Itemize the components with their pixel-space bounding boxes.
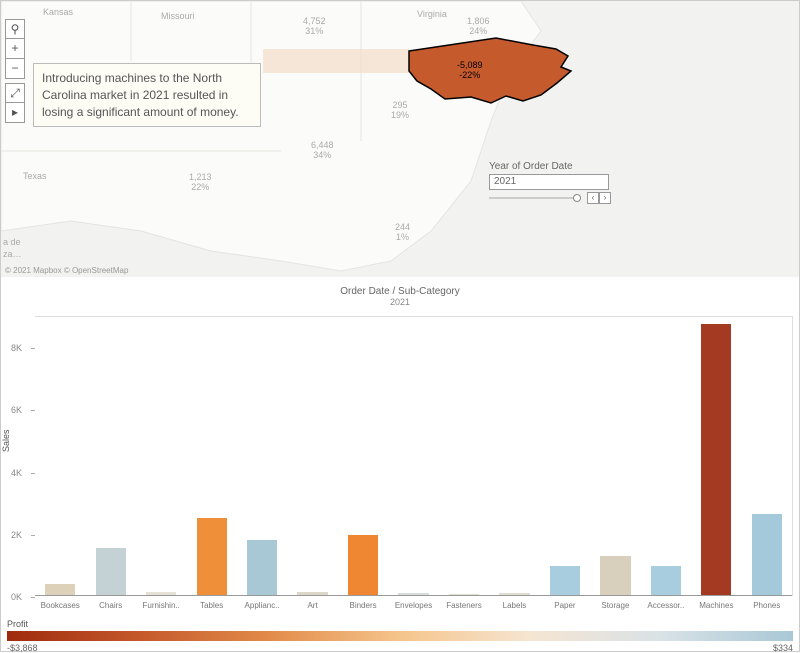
state-value-label: 4,75231% (303, 17, 326, 37)
state-label: Missouri (161, 11, 195, 21)
bar-chart-panel: Order Date / Sub-Category 2021 Sales 0K2… (1, 282, 799, 614)
map-attribution: © 2021 Mapbox © OpenStreetMap (5, 266, 128, 275)
year-slider-handle[interactable] (573, 194, 581, 202)
bar-slot: Phones (742, 317, 792, 596)
chart-title: Order Date / Sub-Category (1, 286, 799, 297)
bar-slot: Envelopes (388, 317, 438, 596)
map-zoom-out-button[interactable]: − (5, 59, 25, 79)
bar-label: Chairs (85, 601, 135, 610)
nc-value-label: -5,089 -22% (457, 61, 483, 81)
bar-label: Bookcases (35, 601, 85, 610)
bar-slot: Furnishin.. (136, 317, 186, 596)
year-next-button[interactable]: › (599, 192, 611, 204)
bar-slot: Machines (691, 317, 741, 596)
y-axis-label: Sales (1, 429, 11, 452)
legend-title: Profit (7, 619, 793, 629)
bar-label: Accessor.. (641, 601, 691, 610)
y-tick-label: 4K (11, 468, 22, 478)
year-filter-value[interactable]: 2021 (489, 174, 609, 190)
bar-label: Labels (489, 601, 539, 610)
map-pan-button[interactable]: ⤢ (5, 83, 25, 103)
bar[interactable] (197, 518, 227, 596)
year-filter-label: Year of Order Date (489, 161, 609, 172)
bar-label: Binders (338, 601, 388, 610)
chart-plot-area: 0K2K4K6K8K BookcasesChairsFurnishin..Tab… (35, 316, 793, 596)
map-expand-button[interactable]: ▸ (5, 103, 25, 123)
bar[interactable] (348, 535, 378, 596)
bars-container: BookcasesChairsFurnishin..TablesApplianc… (35, 317, 792, 596)
bar-label: Fasteners (439, 601, 489, 610)
bar[interactable] (600, 556, 630, 596)
bar[interactable] (701, 324, 731, 596)
state-value-label: 29519% (391, 101, 409, 121)
bar-label: Furnishin.. (136, 601, 186, 610)
bar[interactable] (752, 514, 782, 596)
bar-slot: Binders (338, 317, 388, 596)
bar-label: Tables (186, 601, 236, 610)
y-tick-label: 6K (11, 405, 22, 415)
bar-slot: Accessor.. (641, 317, 691, 596)
bar[interactable] (96, 548, 126, 596)
year-filter: Year of Order Date 2021 ‹ › (489, 161, 609, 202)
map-toolbar: ⚲ + − ⤢ ▸ (5, 19, 25, 123)
state-label: Texas (23, 171, 47, 181)
bar[interactable] (550, 566, 580, 596)
bar-slot: Bookcases (35, 317, 85, 596)
bar-label: Storage (590, 601, 640, 610)
bar-label: Art (287, 601, 337, 610)
map-panel: ⚲ + − ⤢ ▸ Introducing machines to the No… (1, 1, 799, 277)
y-tick-label: 0K (11, 592, 22, 602)
state-label: za… (3, 249, 22, 259)
chart-subtitle: 2021 (1, 297, 799, 307)
bar-slot: Fasteners (439, 317, 489, 596)
bar-label: Paper (540, 601, 590, 610)
state-label: Virginia (417, 9, 447, 19)
state-value-label: 2441% (395, 223, 410, 243)
state-value-label: 1,21322% (189, 173, 212, 193)
year-prev-button[interactable]: ‹ (587, 192, 599, 204)
map-search-button[interactable]: ⚲ (5, 19, 25, 39)
y-tick-label: 8K (11, 343, 22, 353)
state-value-label: 6,44834% (311, 141, 334, 161)
bar[interactable] (247, 540, 277, 596)
bar-label: Phones (742, 601, 792, 610)
y-tick-label: 2K (11, 530, 22, 540)
state-label: a de (3, 237, 21, 247)
bar-slot: Art (287, 317, 337, 596)
bar-slot: Chairs (85, 317, 135, 596)
profit-legend: Profit -$3,868 $334 (7, 619, 793, 649)
bar-slot: Storage (590, 317, 640, 596)
bar-label: Applianc.. (237, 601, 287, 610)
bar-slot: Tables (186, 317, 236, 596)
state-value-label: 1,80624% (467, 17, 490, 37)
map-zoom-in-button[interactable]: + (5, 39, 25, 59)
nc-pct: -22% (457, 71, 483, 81)
bar-label: Machines (691, 601, 741, 610)
map-annotation: Introducing machines to the North Caroli… (33, 63, 261, 127)
legend-gradient: -$3,868 $334 (7, 631, 793, 641)
state-label: Kansas (43, 7, 73, 17)
bar-slot: Labels (489, 317, 539, 596)
bar[interactable] (651, 566, 681, 596)
year-slider[interactable]: ‹ › (489, 194, 589, 202)
bar-slot: Paper (540, 317, 590, 596)
bar-slot: Applianc.. (237, 317, 287, 596)
bar-label: Envelopes (388, 601, 438, 610)
